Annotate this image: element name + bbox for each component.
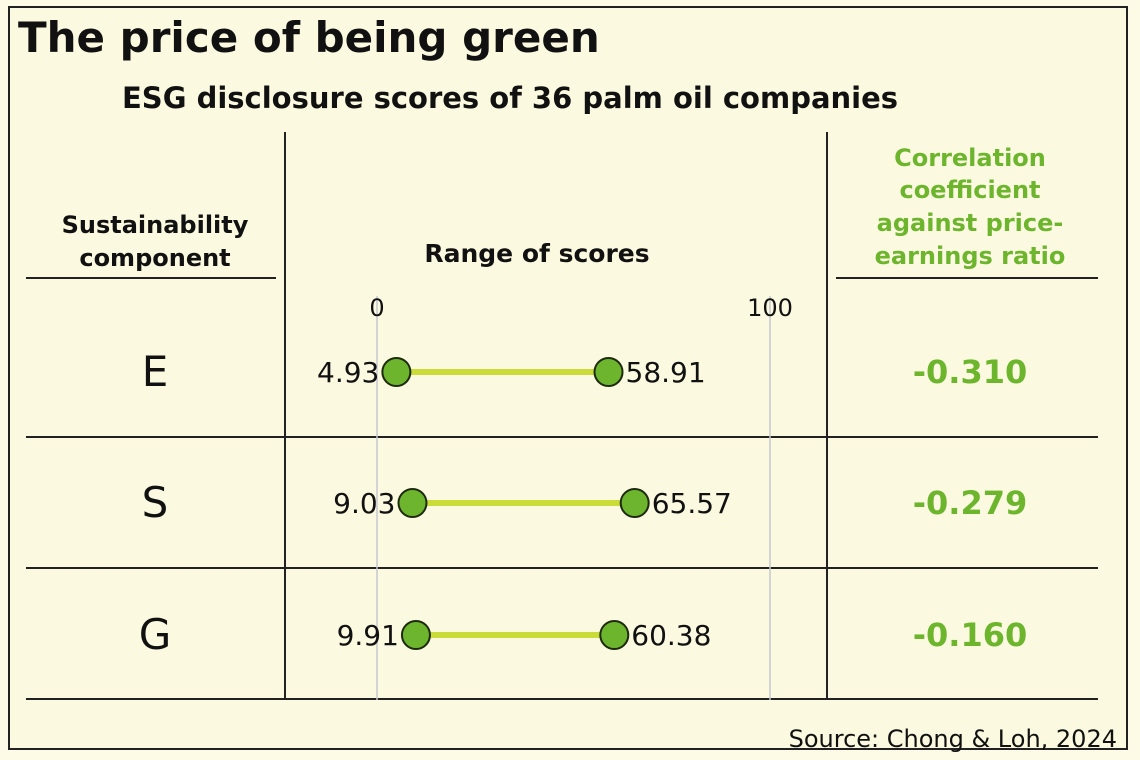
max-label-g: 60.38 [631,619,711,652]
source-note: Source: Chong & Loh, 2024 [789,725,1117,753]
table-grid [26,132,1098,700]
tick-label-0: 0 [369,294,384,322]
header-correlation-line4: earnings ratio [875,242,1066,270]
header-range: Range of scores [424,239,649,268]
correlation-value-e: -0.310 [913,353,1028,391]
min-dot-s [397,488,428,518]
min-label-s: 9.03 [333,487,395,520]
min-dot-e [381,357,412,387]
axis: 0 100 [369,294,793,700]
correlation-value-s: -0.279 [913,484,1028,522]
header-correlation: Correlation coefficient against price- e… [875,144,1066,270]
chart-frame [8,6,1128,750]
min-dot-g [400,620,431,650]
max-dot-s [619,488,650,518]
header-component-line1: Sustainability [62,211,249,239]
component-label-g: G [139,610,172,659]
component-label-s: S [142,478,169,527]
header-correlation-line1: Correlation [894,144,1046,172]
rows: E 4.93 58.91 -0.310 S 9.03 65.57 -0.279 G 9.91 60.… [139,347,1028,659]
max-label-s: 65.57 [652,487,732,520]
header-correlation-line2: coefficient [899,176,1040,204]
header-correlation-line3: against price- [877,209,1064,237]
min-label-e: 4.93 [317,356,379,389]
chart-subtitle: ESG disclosure scores of 36 palm oil com… [122,81,898,115]
tick-label-100: 100 [747,294,793,322]
max-dot-g [599,620,630,650]
chart-title: The price of being green [18,13,600,62]
header-component: Sustainability component [62,211,249,272]
max-dot-e [593,357,624,387]
max-label-e: 58.91 [626,356,706,389]
min-label-g: 9.91 [337,619,399,652]
header-component-line2: component [79,244,230,272]
correlation-value-g: -0.160 [913,616,1028,654]
component-label-e: E [142,347,169,396]
